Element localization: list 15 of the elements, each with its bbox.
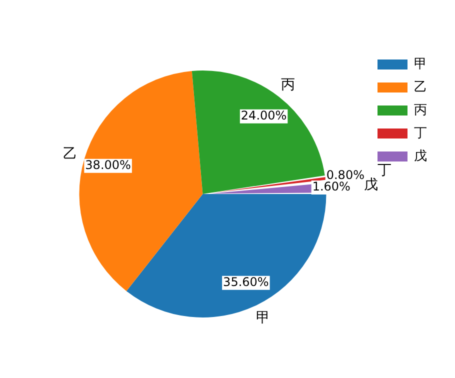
category-label: 丁 [378,162,392,179]
slice-label: 丙 [281,76,296,93]
data-label: 0.80% [326,168,364,182]
legend-label: 乙 [414,80,427,95]
legend-label: 丁 [414,126,427,141]
slice-label: 乙 [63,146,78,162]
data-label: 35.60% [223,274,269,289]
slice-label: 甲 [256,310,270,326]
data-label: 38.00% [85,158,131,172]
data-label: 1.60% [312,180,350,194]
legend-label: 戊 [414,148,427,164]
data-label: 24.00% [240,108,287,122]
slice-label: 戊 [364,177,378,194]
legend-label: 甲 [414,56,427,72]
legend-label: 丙 [414,102,427,118]
